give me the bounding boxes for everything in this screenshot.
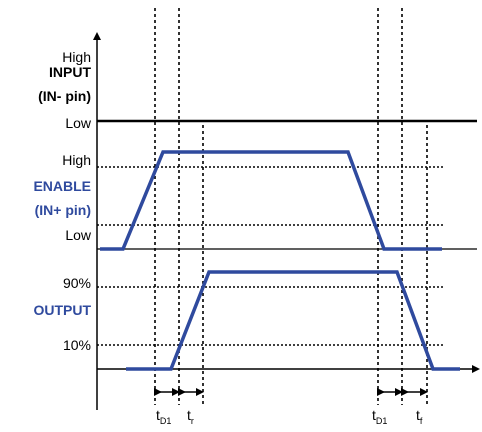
- input-name-label: INPUT: [49, 64, 91, 80]
- output-90-label: 90%: [63, 275, 91, 291]
- td1-right-label: tD1: [372, 407, 387, 426]
- td1-left-label: tD1: [156, 407, 171, 426]
- input-low-label: Low: [65, 115, 92, 131]
- enable-name-label: ENABLE: [33, 178, 91, 194]
- timing-guides: [154, 8, 428, 405]
- enable-high-label: High: [62, 152, 91, 168]
- output-10-label: 10%: [63, 337, 91, 353]
- tr-label: tr: [187, 407, 194, 426]
- enable-low-label: Low: [65, 227, 92, 243]
- enable-pin-label: (IN+ pin): [35, 202, 91, 218]
- enable-waveform: [100, 150, 442, 251]
- output-name-label: OUTPUT: [33, 302, 91, 318]
- output-waveform: [126, 270, 460, 371]
- reference-levels: [97, 166, 445, 346]
- input-high-label: High: [62, 49, 91, 65]
- input-pin-label: (IN- pin): [38, 88, 91, 104]
- tf-label: tf: [416, 407, 423, 426]
